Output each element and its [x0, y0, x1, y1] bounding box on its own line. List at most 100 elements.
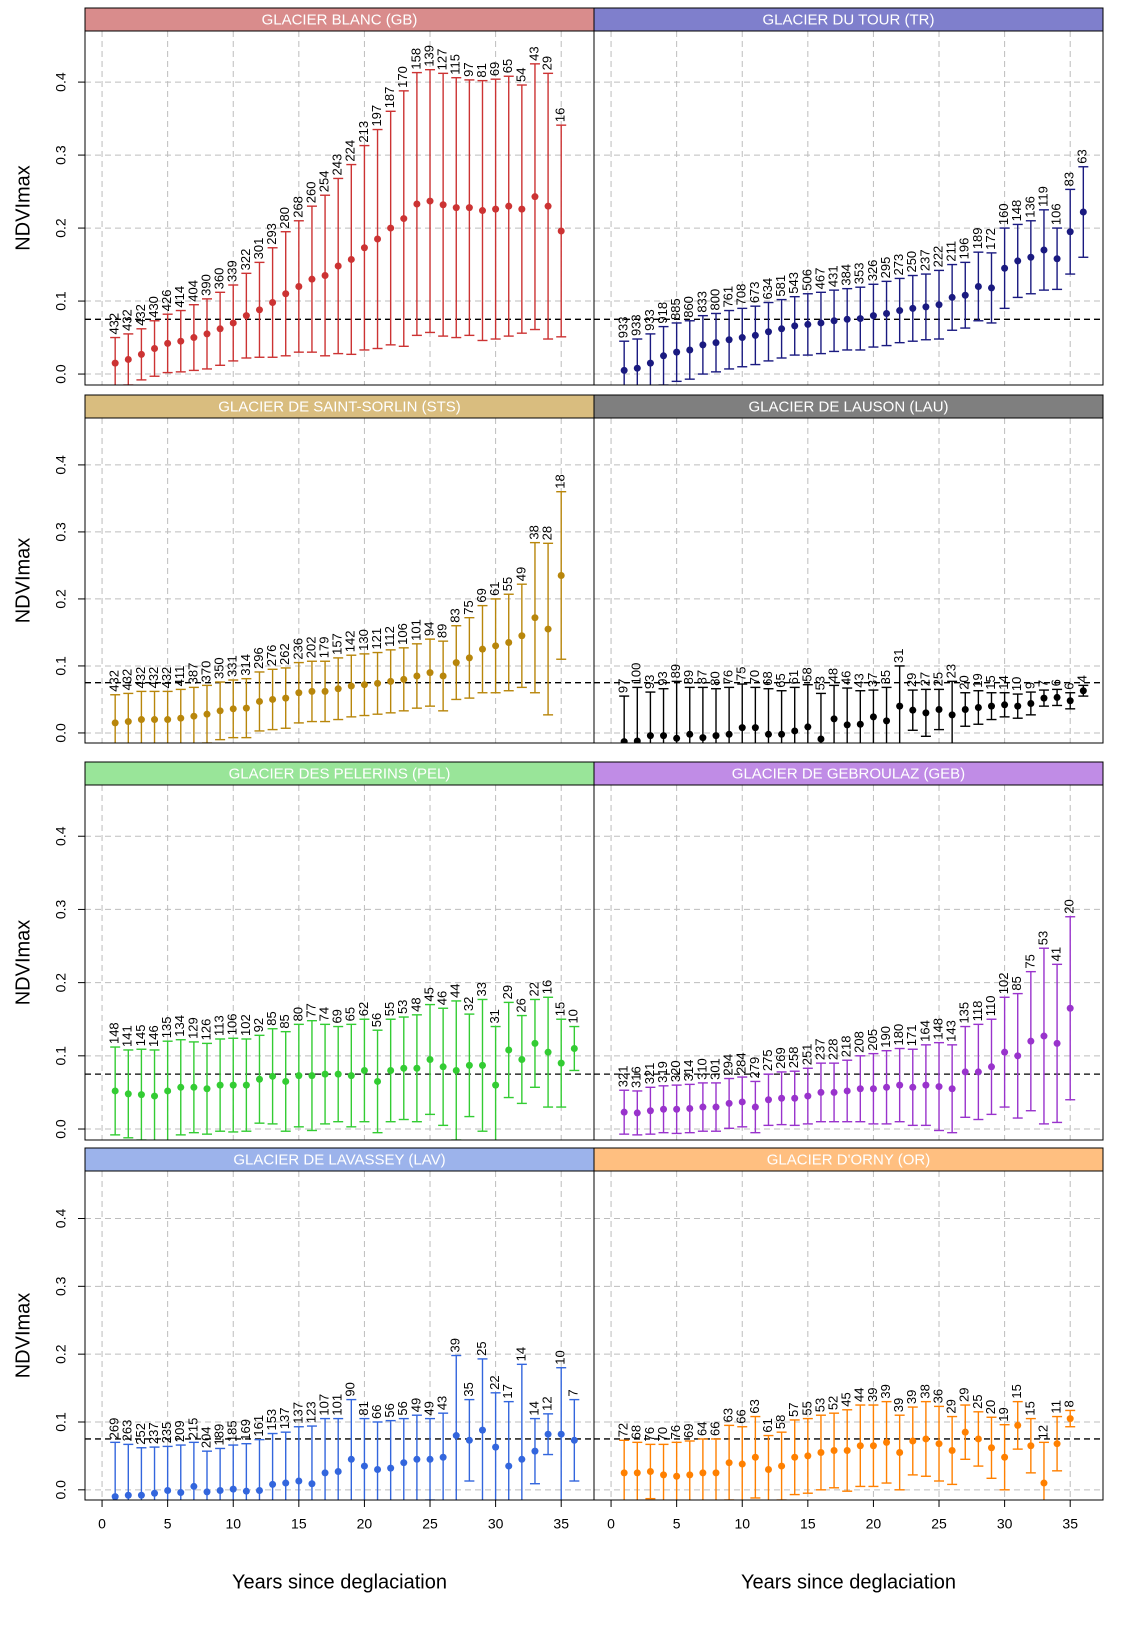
mean-point: [1027, 1037, 1035, 1045]
mean-point: [987, 1444, 995, 1452]
mean-point: [216, 325, 224, 333]
count-label: 35: [878, 670, 893, 684]
mean-point: [452, 659, 460, 667]
count-label: 74: [317, 1007, 332, 1021]
count-label: 56: [369, 1013, 384, 1027]
count-label: 85: [1009, 976, 1024, 990]
mean-point: [909, 1083, 917, 1091]
count-label: 61: [487, 581, 502, 595]
count-label: 76: [668, 1425, 683, 1439]
count-label: 237: [917, 249, 932, 271]
mean-point: [111, 1493, 119, 1500]
mean-point: [544, 1430, 552, 1438]
y-tick-label: 0.4: [53, 1209, 69, 1229]
count-label: 38: [526, 525, 541, 539]
count-label: 36: [930, 1389, 945, 1403]
mean-point: [817, 1449, 825, 1457]
count-label: 321: [642, 1063, 657, 1085]
count-label: 72: [616, 1423, 631, 1437]
y-tick-label: 0.1: [53, 291, 69, 311]
count-label: 634: [760, 278, 775, 300]
count-label: 171: [904, 1025, 919, 1047]
mean-point: [1027, 699, 1035, 707]
mean-point: [426, 1055, 434, 1063]
mean-point: [1066, 228, 1074, 236]
mean-point: [111, 719, 119, 727]
mean-point: [242, 1081, 250, 1089]
y-tick-label: 0.0: [53, 1119, 69, 1139]
count-label: 350: [212, 657, 227, 679]
count-label: 29: [500, 985, 515, 999]
mean-point: [948, 1446, 956, 1454]
count-label: 64: [694, 1421, 709, 1435]
count-label: 279: [747, 1057, 762, 1079]
count-label: 90: [343, 1382, 358, 1396]
count-label: 284: [734, 1052, 749, 1074]
count-label: 16: [553, 108, 568, 122]
count-label: 48: [826, 668, 841, 682]
panel-frame: [84, 784, 595, 1141]
mean-point: [633, 1469, 641, 1477]
count-label: 170: [395, 66, 410, 88]
panel: 4324324324324324113873703503313142962762…: [85, 418, 594, 743]
mean-point: [673, 348, 681, 356]
count-label: 66: [707, 1421, 722, 1435]
count-label: 23: [944, 664, 959, 678]
mean-point: [620, 738, 628, 743]
count-label: 161: [251, 1415, 266, 1437]
mean-point: [1040, 1479, 1048, 1487]
mean-point: [712, 1103, 720, 1111]
count-label: 85: [264, 1011, 279, 1025]
count-label: 190: [878, 1026, 893, 1048]
count-label: 252: [133, 1423, 148, 1445]
count-label: 76: [642, 1427, 657, 1441]
mean-point: [791, 1094, 799, 1102]
count-label: 153: [264, 1409, 279, 1431]
mean-point: [843, 1446, 851, 1454]
count-label: 66: [369, 1405, 384, 1419]
mean-point: [282, 1077, 290, 1085]
mean-point: [869, 1085, 877, 1093]
count-label: 39: [865, 1388, 880, 1402]
count-label: 43: [435, 1396, 450, 1410]
mean-point: [856, 720, 864, 728]
count-label: 320: [668, 1060, 683, 1082]
mean-point: [360, 1066, 368, 1074]
mean-point: [646, 1468, 654, 1476]
mean-point: [426, 1455, 434, 1463]
mean-point: [699, 1469, 707, 1477]
mean-point: [190, 334, 198, 342]
count-label: 119: [1035, 186, 1050, 207]
count-label: 28: [540, 526, 555, 540]
mean-point: [190, 1083, 198, 1091]
mean-point: [413, 1064, 421, 1072]
mean-point: [673, 1472, 681, 1480]
mean-point: [308, 1480, 316, 1488]
mean-point: [1053, 693, 1061, 701]
count-label: 179: [317, 637, 332, 659]
x-tick-label: 25: [422, 1516, 438, 1532]
mean-point: [505, 1046, 513, 1054]
count-label: 121: [369, 628, 384, 650]
count-label: 44: [448, 983, 463, 997]
mean-point: [843, 721, 851, 729]
count-label: 54: [513, 68, 528, 82]
count-label: 44: [852, 1388, 867, 1402]
mean-point: [869, 713, 877, 721]
count-label: 581: [773, 275, 788, 297]
mean-point: [961, 1428, 969, 1436]
count-label: 321: [616, 1066, 631, 1088]
panel-frame: [593, 417, 1104, 744]
count-label: 63: [1075, 149, 1090, 163]
mean-point: [1066, 697, 1074, 705]
mean-point: [922, 1435, 930, 1443]
mean-point: [334, 1468, 342, 1476]
count-label: 9: [1022, 682, 1037, 689]
mean-point: [935, 1440, 943, 1448]
count-label: 204: [198, 1426, 213, 1448]
mean-point: [478, 207, 486, 215]
count-label: 263: [120, 1420, 135, 1442]
mean-point: [413, 1455, 421, 1463]
count-label: 61: [786, 670, 801, 684]
count-label: 258: [786, 1046, 801, 1068]
